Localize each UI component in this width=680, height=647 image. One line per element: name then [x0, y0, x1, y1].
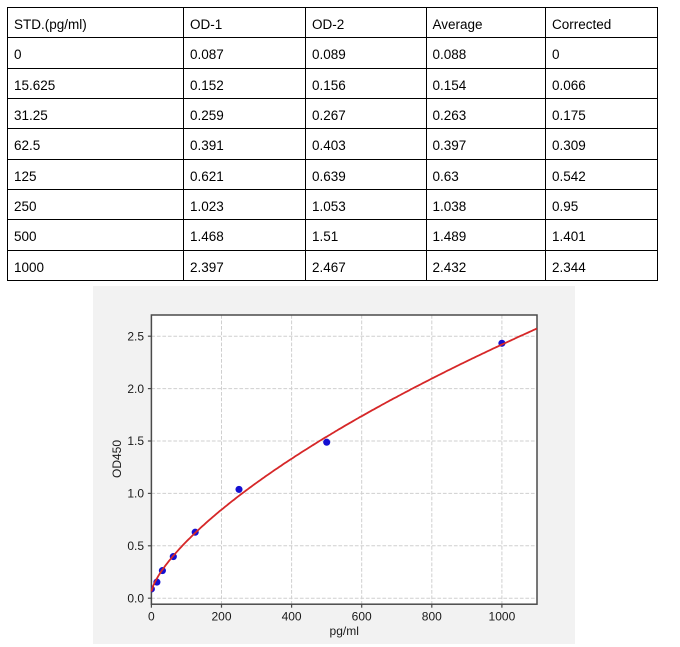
svg-text:1.0: 1.0	[127, 487, 144, 501]
svg-text:0.5: 0.5	[127, 539, 144, 553]
svg-text:400: 400	[282, 610, 302, 624]
svg-text:1000: 1000	[489, 610, 516, 624]
svg-text:0.0: 0.0	[127, 591, 144, 605]
svg-text:pg/ml: pg/ml	[330, 624, 359, 638]
svg-text:600: 600	[352, 610, 372, 624]
svg-text:0: 0	[148, 610, 155, 624]
svg-text:2.0: 2.0	[127, 382, 144, 396]
svg-text:800: 800	[422, 610, 442, 624]
svg-text:1.5: 1.5	[127, 434, 144, 448]
svg-text:OD450: OD450	[110, 440, 124, 478]
svg-text:2.5: 2.5	[127, 329, 144, 343]
svg-text:200: 200	[211, 610, 231, 624]
